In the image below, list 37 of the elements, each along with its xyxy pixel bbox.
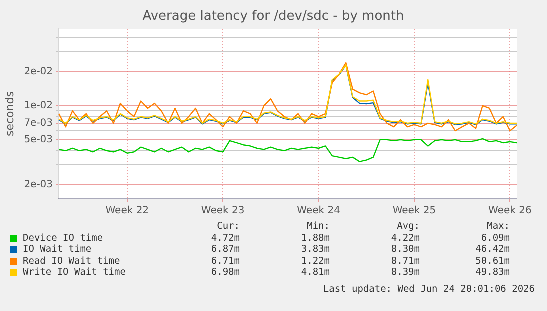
text: 1.88m	[300, 232, 330, 244]
text: 4.72m	[210, 232, 240, 244]
text: 6.71m	[210, 256, 240, 267]
x-tick-label: Week 23	[201, 206, 245, 217]
chart-title: Average latency for /dev/sdc - by month	[142, 9, 406, 24]
text: 46.42m	[474, 244, 510, 256]
x-tick-label: Week 26	[488, 206, 532, 217]
text: 8.30m	[390, 244, 420, 256]
text: 4.81m	[300, 267, 330, 278]
y-tick-label: 5e-03	[24, 134, 54, 146]
text: 50.61m	[474, 256, 510, 267]
text: 4.22m	[390, 232, 420, 244]
y-tick-label: 2e-03	[24, 179, 54, 190]
text: Max:	[486, 221, 510, 232]
text: Last update: Wed Jun 24 20:01:06 2026	[323, 284, 535, 295]
text: 6.09m	[480, 232, 510, 244]
text: 8.71m	[390, 256, 420, 267]
x-tick-label: Week 24	[297, 206, 340, 217]
legend-label: Write IO Wait time	[22, 267, 127, 278]
text: Avg:	[396, 221, 420, 232]
legend-label: IO Wait time	[22, 244, 93, 256]
legend-label: Read IO Wait time	[22, 256, 122, 267]
y-tick-label: 7e-03	[24, 118, 54, 130]
x-tick-label: Week 22	[106, 206, 150, 217]
text: Cur:	[216, 221, 240, 232]
text: 1.22m	[300, 256, 330, 267]
text: 6.98m	[210, 267, 240, 278]
text: 6.87m	[210, 244, 240, 256]
text: 49.83m	[474, 267, 510, 278]
y-axis-title: seconds	[3, 91, 16, 136]
y-tick-label: 1e-02	[24, 100, 54, 112]
y-tick-label: 2e-02	[24, 66, 54, 78]
text: Min:	[306, 221, 330, 232]
legend-label: Device IO time	[22, 232, 104, 244]
text: 8.39m	[390, 267, 420, 278]
x-tick-label: Week 25	[392, 206, 436, 217]
text: 3.83m	[300, 244, 330, 256]
